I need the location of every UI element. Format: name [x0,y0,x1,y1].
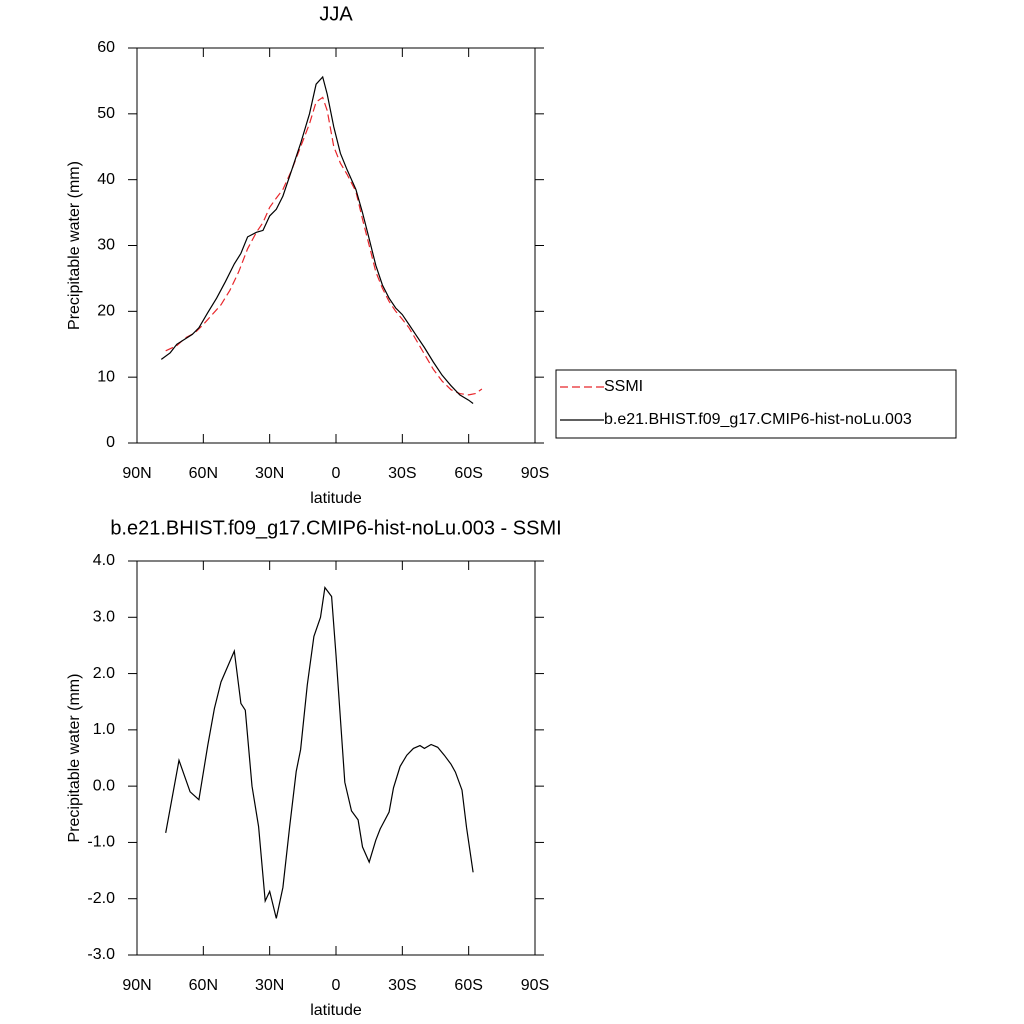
x-tick-label: 90S [521,977,549,994]
x-tick-label: 90S [521,465,549,482]
x-tick-label: 90N [122,465,151,482]
y-tick-label: 30 [97,237,115,254]
x-tick-label: 60N [189,977,218,994]
x-tick-label: 60S [454,977,482,994]
y-tick-label: 60 [97,39,115,56]
line [165,96,483,396]
y-tick-label: 0 [106,434,115,451]
y-tick-label: 40 [97,171,115,188]
x-tick-label: 30S [388,465,416,482]
line [160,75,474,404]
x-tick-label: 90N [122,977,151,994]
y-tick-label: 1.0 [93,721,115,738]
y-axis-label: Precipitable water (mm) [66,161,83,330]
y-tick-label: -2.0 [87,890,115,907]
y-tick-label: -3.0 [87,946,115,963]
y-tick-label: -1.0 [87,834,115,851]
x-tick-label: 60S [454,465,482,482]
x-tick-label: 30N [255,977,284,994]
legend-label: SSMI [604,378,643,395]
y-tick-label: 4.0 [93,552,115,569]
legend-box [555,369,957,439]
x-tick-label: 30N [255,465,284,482]
y-tick-label: 0.0 [93,777,115,794]
x-axis-label: latitude [310,490,362,507]
y-tick-label: 10 [97,368,115,385]
line [165,585,474,919]
x-tick-label: 0 [332,977,341,994]
plot-frame [136,47,536,444]
chart-title: JJA [319,3,353,25]
y-axis-label: Precipitable water (mm) [66,674,83,843]
y-tick-label: 50 [97,105,115,122]
legend-label: b.e21.BHIST.f09_g17.CMIP6-hist-noLu.003 [604,411,912,428]
x-tick-label: 30S [388,977,416,994]
plot-frame [136,560,536,956]
y-tick-label: 20 [97,303,115,320]
y-tick-label: 2.0 [93,665,115,682]
x-tick-label: 60N [189,465,218,482]
chart-title: b.e21.BHIST.f09_g17.CMIP6-hist-noLu.003 … [110,517,561,539]
y-tick-label: 3.0 [93,609,115,626]
x-tick-label: 0 [332,465,341,482]
x-axis-label: latitude [310,1002,362,1019]
